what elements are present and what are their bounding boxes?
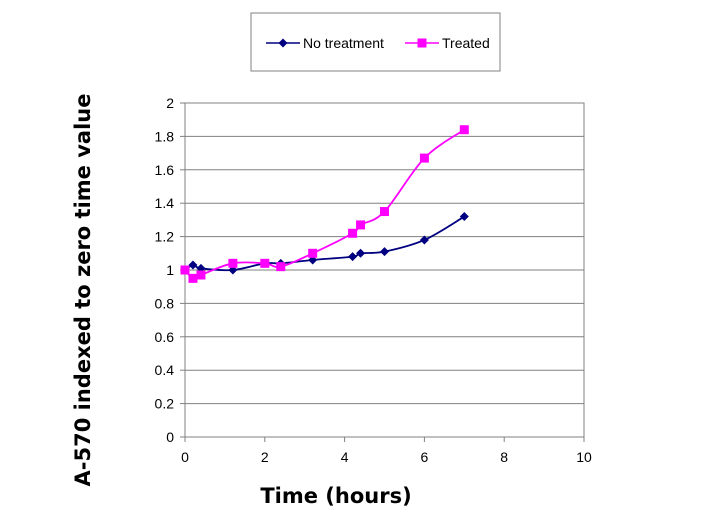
data-point-treated <box>260 258 270 268</box>
x-tick-labels: 0 2 4 6 8 10 <box>181 449 592 465</box>
square-marker-icon <box>417 38 427 48</box>
gridlines <box>185 102 584 405</box>
data-point-no-treatment <box>380 247 389 257</box>
y-tick-label: 1 <box>166 262 174 278</box>
y-tick-label: 1.2 <box>155 229 175 245</box>
data-point-treated <box>459 125 469 135</box>
data-point-treated <box>228 258 238 268</box>
y-tick-label: 1.8 <box>155 128 175 144</box>
data-point-no-treatment <box>348 252 358 262</box>
y-tick-label: 0 <box>166 429 174 445</box>
y-tick-label: 0.2 <box>155 396 175 412</box>
data-point-no-treatment <box>188 260 198 270</box>
x-tick-label: 8 <box>500 449 508 465</box>
x-tick-label: 2 <box>261 449 269 465</box>
legend: No treatment Treated <box>250 12 501 72</box>
x-axis-title: Time (hours) <box>260 484 411 508</box>
legend-label-no-treatment: No treatment <box>303 35 384 51</box>
x-tick-label: 4 <box>341 449 349 465</box>
x-tick-label: 6 <box>421 449 429 465</box>
data-point-treated <box>180 265 190 275</box>
data-point-no-treatment <box>419 235 429 245</box>
series-layer <box>180 125 469 283</box>
y-tick-label: 0.8 <box>155 295 175 311</box>
data-point-treated <box>380 207 389 217</box>
data-point-no-treatment <box>459 212 469 222</box>
y-tick-label: 0.6 <box>155 329 175 345</box>
diamond-marker-icon <box>278 38 288 48</box>
legend-box <box>250 12 501 72</box>
y-tick-label: 1.4 <box>155 195 175 211</box>
y-tick-label: 2 <box>166 95 174 111</box>
data-point-treated <box>348 228 358 238</box>
data-point-treated <box>188 273 198 283</box>
y-tick-label: 1.6 <box>155 162 175 178</box>
data-point-no-treatment <box>356 248 366 258</box>
y-axis-title: A-570 indexed to zero time value <box>71 94 95 487</box>
data-point-treated <box>196 270 206 280</box>
legend-item-treated: Treated <box>405 35 490 51</box>
data-point-treated <box>276 262 286 272</box>
legend-label-treated: Treated <box>442 35 490 51</box>
axes <box>180 102 585 442</box>
y-tick-label: 0.4 <box>155 362 175 378</box>
x-tick-label: 10 <box>576 449 592 465</box>
data-point-treated <box>419 153 429 163</box>
data-point-treated <box>308 248 318 258</box>
y-tick-labels: 0 0.2 0.4 0.6 0.8 1 1.2 1.4 1.6 1.8 2 <box>155 95 175 445</box>
x-tick-label: 0 <box>181 449 189 465</box>
legend-item-no-treatment: No treatment <box>266 35 384 51</box>
data-point-treated <box>356 220 366 230</box>
